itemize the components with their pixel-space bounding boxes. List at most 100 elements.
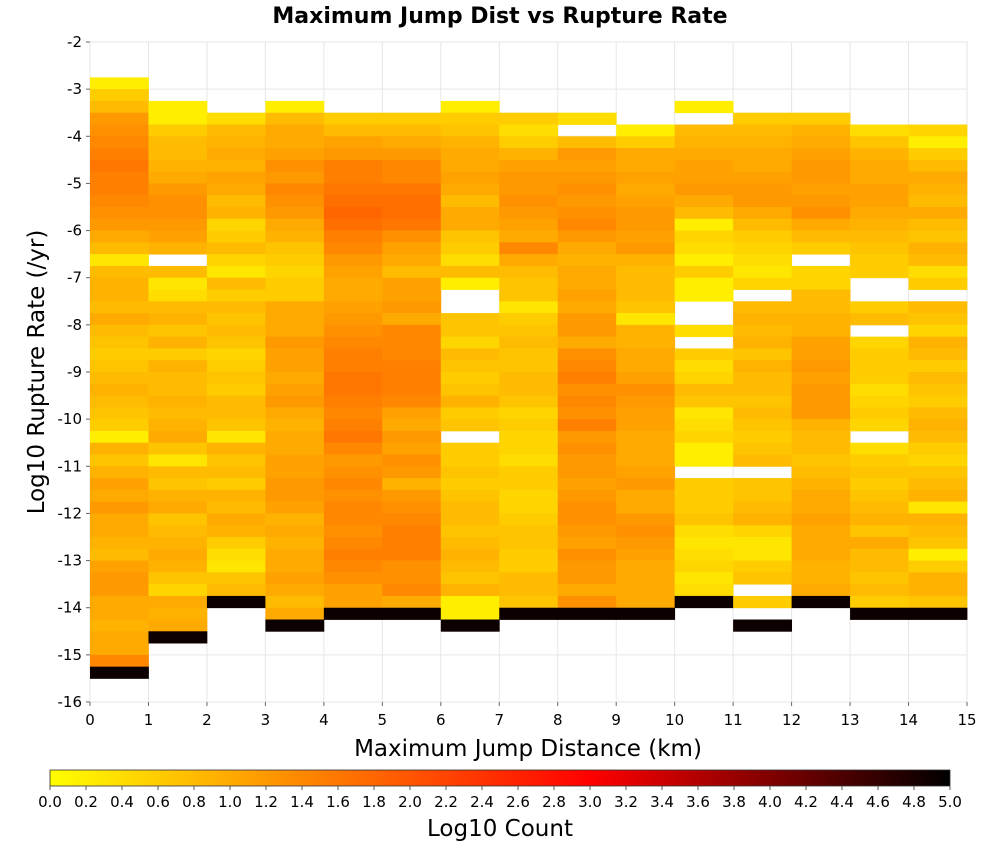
- colorbar: [49, 769, 951, 787]
- heatmap-cell: [557, 537, 617, 550]
- heatmap-cell: [733, 560, 792, 573]
- heatmap-cell: [850, 407, 909, 420]
- heatmap-cell: [90, 242, 149, 255]
- heatmap-cell: [674, 195, 734, 208]
- heatmap-cell: [791, 572, 851, 585]
- y-tick-label: -14: [58, 599, 83, 617]
- colorbar-tick-label: 0.0: [38, 793, 62, 811]
- heatmap-cell: [206, 513, 266, 526]
- heatmap-cell: [908, 489, 968, 503]
- heatmap-cell: [382, 336, 442, 349]
- heatmap-cell: [557, 560, 617, 573]
- x-tick-label: 12: [782, 711, 801, 729]
- heatmap-cell: [733, 230, 792, 243]
- heatmap-cell: [382, 513, 442, 526]
- heatmap-cell: [440, 454, 500, 467]
- heatmap-cell: [323, 478, 383, 491]
- colorbar-tick-label: 4.6: [866, 793, 890, 811]
- heatmap-cell: [791, 489, 851, 503]
- heatmap-cell: [382, 313, 442, 326]
- heatmap-cell: [499, 348, 559, 361]
- heatmap-cell: [206, 548, 266, 561]
- heatmap-cell: [440, 159, 500, 173]
- heatmap-cells: [90, 77, 968, 679]
- colorbar-tick-label: 3.8: [722, 793, 746, 811]
- heatmap-cell: [908, 430, 968, 444]
- colorbar-tick-label: 0.2: [74, 793, 98, 811]
- heatmap-cell: [908, 466, 968, 479]
- heatmap-cell: [206, 136, 266, 149]
- heatmap-cell: [148, 395, 208, 408]
- heatmap-cell: [499, 218, 559, 231]
- heatmap-cell: [440, 230, 500, 243]
- heatmap-cell: [850, 159, 909, 173]
- heatmap-cell: [90, 395, 149, 408]
- y-tick-label: -2: [67, 33, 82, 51]
- heatmap-cell: [323, 501, 383, 514]
- colorbar-tick-label: 1.6: [326, 793, 350, 811]
- heatmap-cell: [616, 478, 676, 491]
- heatmap-cell: [382, 430, 442, 444]
- heatmap-cell: [323, 572, 383, 585]
- heatmap-cell: [323, 395, 383, 408]
- heatmap-cell: [616, 218, 676, 231]
- heatmap-cell: [557, 607, 617, 620]
- x-tick-label: 0: [85, 711, 95, 729]
- colorbar-tick-label: 2.8: [542, 793, 566, 811]
- heatmap-cell: [499, 277, 559, 290]
- heatmap-cell: [265, 148, 325, 161]
- heatmap-cell: [440, 148, 500, 161]
- heatmap-cell: [791, 218, 851, 231]
- heatmap-cell: [382, 442, 442, 455]
- heatmap-cell: [674, 595, 734, 609]
- heatmap-cell: [90, 148, 149, 161]
- heatmap-cell: [674, 395, 734, 408]
- x-tick-label: 13: [841, 711, 860, 729]
- colorbar-tick-label: 3.4: [650, 793, 674, 811]
- heatmap-cell: [499, 513, 559, 526]
- heatmap-cell: [382, 454, 442, 467]
- heatmap-cell: [265, 195, 325, 208]
- heatmap-cell: [90, 313, 149, 326]
- heatmap-cell: [908, 218, 968, 231]
- y-tick-label: -3: [67, 80, 82, 98]
- heatmap-cell: [148, 631, 208, 644]
- heatmap-cell: [674, 430, 734, 444]
- heatmap-cell: [148, 112, 208, 125]
- heatmap-cell: [323, 183, 383, 196]
- heatmap-cell: [90, 619, 149, 632]
- y-tick-label: -15: [58, 646, 83, 664]
- heatmap-cell: [90, 572, 149, 585]
- heatmap-cell: [616, 242, 676, 255]
- heatmap-cell: [90, 77, 149, 90]
- heatmap-cell: [440, 607, 500, 620]
- heatmap-cell: [265, 383, 325, 396]
- heatmap-cell: [908, 242, 968, 255]
- heatmap-cell: [323, 525, 383, 538]
- heatmap-cell: [616, 537, 676, 550]
- heatmap-cell: [440, 466, 500, 479]
- heatmap-cell: [733, 372, 792, 385]
- heatmap-cell: [850, 265, 909, 279]
- heatmap-cell: [440, 360, 500, 373]
- heatmap-cell: [382, 407, 442, 420]
- heatmap-cell: [499, 124, 559, 137]
- heatmap-cell: [557, 572, 617, 585]
- heatmap-cell: [382, 242, 442, 255]
- heatmap-cell: [791, 324, 851, 338]
- colorbar-tick-label: 1.0: [218, 793, 242, 811]
- heatmap-cell: [499, 289, 559, 302]
- heatmap-cell: [850, 607, 909, 620]
- heatmap-cell: [90, 195, 149, 208]
- heatmap-cell: [557, 513, 617, 526]
- heatmap-cell: [148, 560, 208, 573]
- heatmap-cell: [791, 395, 851, 408]
- heatmap-cell: [616, 466, 676, 479]
- heatmap-cell: [791, 277, 851, 290]
- heatmap-cell: [791, 525, 851, 538]
- heatmap-cell: [265, 419, 325, 432]
- heatmap-cell: [733, 572, 792, 585]
- heatmap-cell: [148, 218, 208, 231]
- heatmap-cell: [791, 112, 851, 125]
